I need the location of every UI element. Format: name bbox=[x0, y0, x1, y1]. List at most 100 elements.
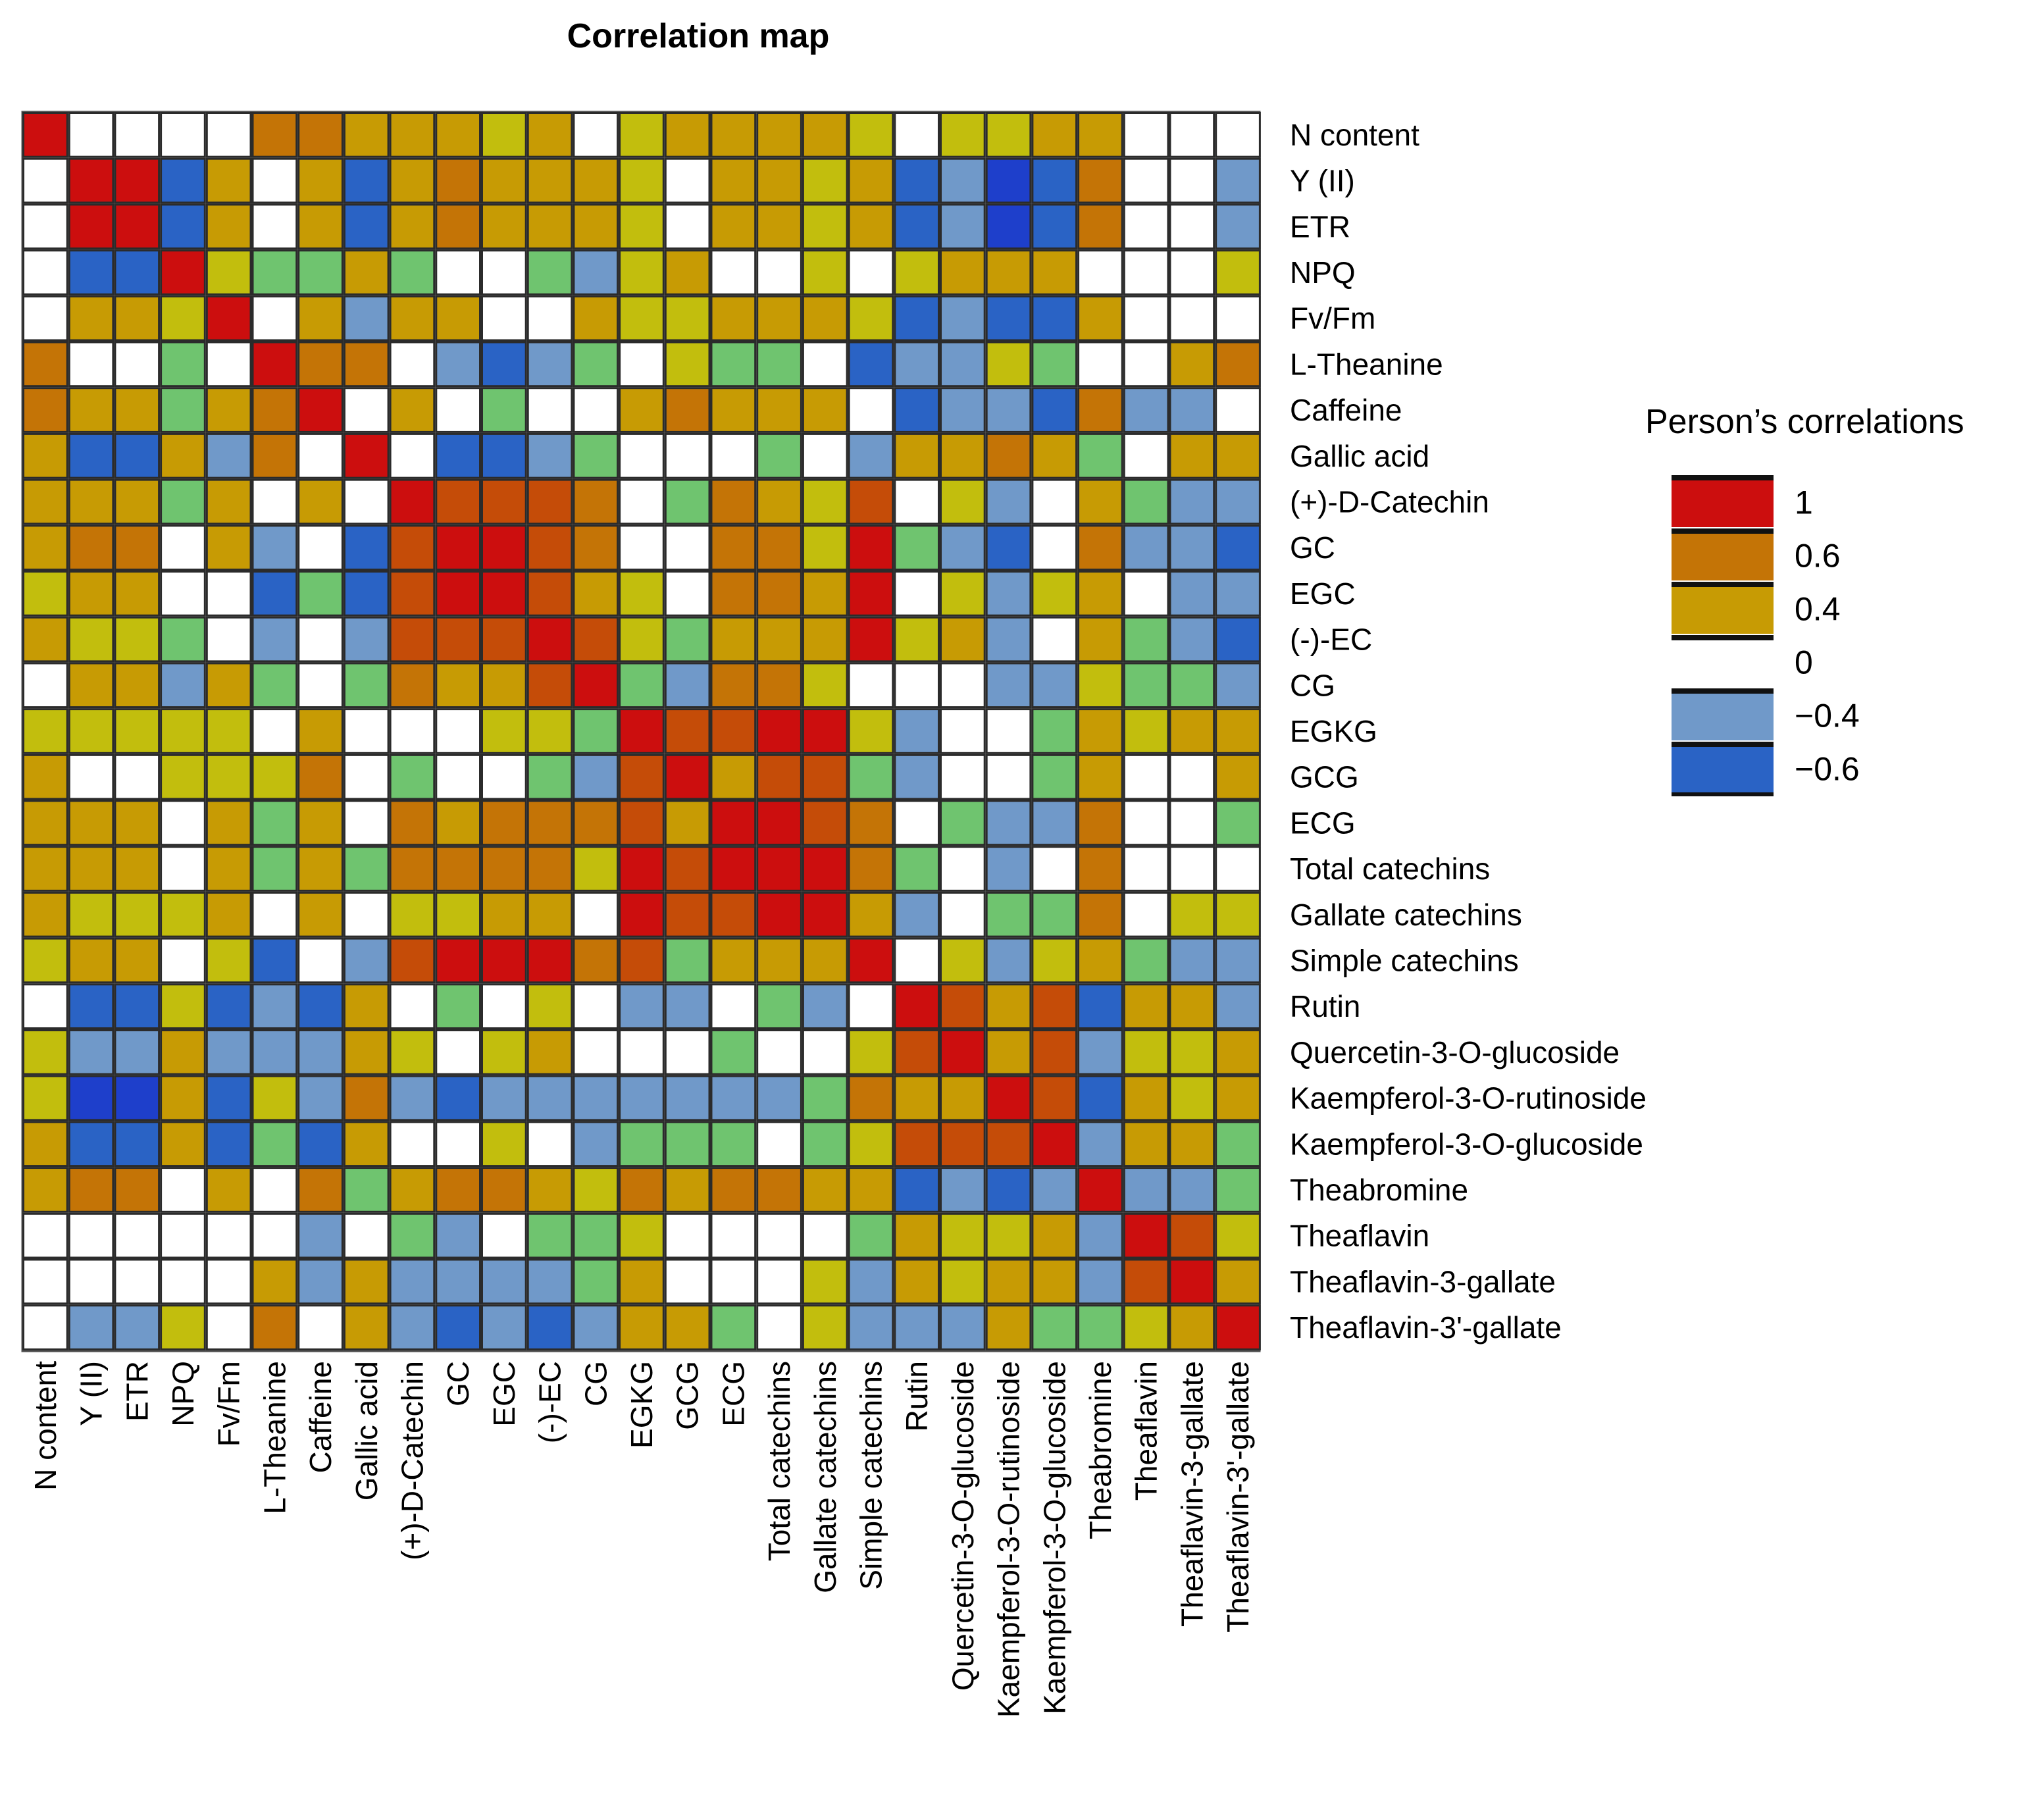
heatmap-cell bbox=[391, 1169, 434, 1211]
heatmap-cell bbox=[116, 664, 159, 707]
heatmap-cell bbox=[575, 893, 617, 936]
heatmap-cell bbox=[621, 159, 663, 202]
heatmap-cell bbox=[1217, 1031, 1259, 1073]
heatmap-cell bbox=[758, 1260, 800, 1303]
heatmap-cell bbox=[483, 618, 525, 661]
heatmap-cell bbox=[987, 434, 1030, 477]
heatmap-cell bbox=[299, 526, 342, 569]
heatmap-cell bbox=[1171, 159, 1214, 202]
heatmap-cell bbox=[253, 802, 296, 844]
heatmap-cell bbox=[70, 389, 113, 431]
heatmap-cell bbox=[253, 573, 296, 615]
heatmap-cell bbox=[299, 848, 342, 890]
heatmap-cell bbox=[207, 939, 250, 982]
heatmap-cell bbox=[666, 939, 709, 982]
heatmap-cell bbox=[804, 1031, 846, 1073]
heatmap-cell bbox=[896, 1123, 938, 1166]
heatmap-cell bbox=[575, 389, 617, 431]
heatmap-cell bbox=[345, 618, 388, 661]
heatmap-cell bbox=[850, 1123, 892, 1166]
heatmap-cell bbox=[758, 1123, 800, 1166]
heatmap-cell bbox=[162, 573, 204, 615]
heatmap-cell bbox=[70, 1214, 113, 1257]
heatmap-cell bbox=[528, 985, 571, 1027]
heatmap-cell bbox=[483, 389, 525, 431]
heatmap-cell bbox=[528, 526, 571, 569]
heatmap-cell bbox=[1125, 756, 1167, 798]
heatmap-cell bbox=[391, 251, 434, 294]
column-label: Theaflavin-3-gallate bbox=[1175, 1361, 1209, 1627]
heatmap-cell bbox=[575, 159, 617, 202]
heatmap-cell bbox=[528, 802, 571, 844]
heatmap-cell bbox=[666, 434, 709, 477]
heatmap-cell bbox=[70, 1077, 113, 1119]
heatmap-cell bbox=[1033, 251, 1076, 294]
heatmap-cell bbox=[116, 939, 159, 982]
heatmap-cell bbox=[528, 573, 571, 615]
column-label: Gallate catechins bbox=[808, 1361, 842, 1593]
heatmap-cell bbox=[1125, 618, 1167, 661]
heatmap-cell bbox=[942, 985, 984, 1027]
heatmap-cell bbox=[253, 526, 296, 569]
heatmap-cell bbox=[345, 1306, 388, 1348]
heatmap-cell bbox=[1033, 205, 1076, 248]
heatmap-cell bbox=[1079, 1260, 1121, 1303]
heatmap-cell bbox=[987, 848, 1030, 890]
legend-tick-label: −0.6 bbox=[1795, 751, 1860, 788]
heatmap-cell bbox=[437, 389, 479, 431]
heatmap-cell bbox=[987, 756, 1030, 798]
heatmap-cell bbox=[207, 1306, 250, 1348]
heatmap-cell bbox=[850, 205, 892, 248]
heatmap-cell bbox=[207, 1169, 250, 1211]
heatmap-cell bbox=[116, 480, 159, 523]
heatmap-cell bbox=[116, 114, 159, 156]
heatmap-cell bbox=[70, 710, 113, 752]
heatmap-cell bbox=[1171, 1214, 1214, 1257]
column-label: Caffeine bbox=[303, 1361, 338, 1474]
heatmap-cell bbox=[896, 389, 938, 431]
heatmap-cell bbox=[621, 480, 663, 523]
heatmap-cell bbox=[24, 756, 66, 798]
heatmap-cell bbox=[850, 159, 892, 202]
heatmap-cell bbox=[1033, 1031, 1076, 1073]
heatmap-cell bbox=[1079, 205, 1121, 248]
heatmap-cell bbox=[850, 573, 892, 615]
heatmap-cell bbox=[528, 297, 571, 340]
heatmap-cell bbox=[528, 251, 571, 294]
heatmap-cell bbox=[299, 114, 342, 156]
heatmap-cell bbox=[1217, 389, 1259, 431]
heatmap-cell bbox=[942, 848, 984, 890]
heatmap-cell bbox=[896, 618, 938, 661]
heatmap-cell bbox=[942, 802, 984, 844]
heatmap-cell bbox=[1033, 1306, 1076, 1348]
heatmap-cell bbox=[253, 480, 296, 523]
heatmap-cell bbox=[621, 985, 663, 1027]
heatmap-cell bbox=[942, 573, 984, 615]
heatmap-cell bbox=[575, 205, 617, 248]
heatmap-cell bbox=[116, 573, 159, 615]
row-label: EGKG bbox=[1290, 714, 1377, 748]
heatmap-cell bbox=[1171, 1123, 1214, 1166]
heatmap-cell bbox=[850, 893, 892, 936]
heatmap-cell bbox=[483, 756, 525, 798]
heatmap-cell bbox=[758, 389, 800, 431]
heatmap-cell bbox=[896, 710, 938, 752]
heatmap-cell bbox=[299, 618, 342, 661]
heatmap-cell bbox=[1079, 848, 1121, 890]
heatmap-cell bbox=[758, 710, 800, 752]
heatmap-cell bbox=[942, 664, 984, 707]
heatmap-cell bbox=[942, 1077, 984, 1119]
heatmap-cell bbox=[345, 756, 388, 798]
heatmap-cell bbox=[437, 573, 479, 615]
heatmap-cell bbox=[70, 1169, 113, 1211]
heatmap-cell bbox=[162, 939, 204, 982]
legend-title: Person’s correlations bbox=[1645, 403, 1964, 441]
heatmap-cell bbox=[345, 251, 388, 294]
heatmap-cell bbox=[575, 710, 617, 752]
heatmap-cell bbox=[391, 1031, 434, 1073]
row-label: ETR bbox=[1290, 209, 1350, 244]
heatmap-cell bbox=[804, 434, 846, 477]
heatmap-cell bbox=[116, 1260, 159, 1303]
heatmap-cell bbox=[896, 848, 938, 890]
heatmap-cell bbox=[666, 893, 709, 936]
